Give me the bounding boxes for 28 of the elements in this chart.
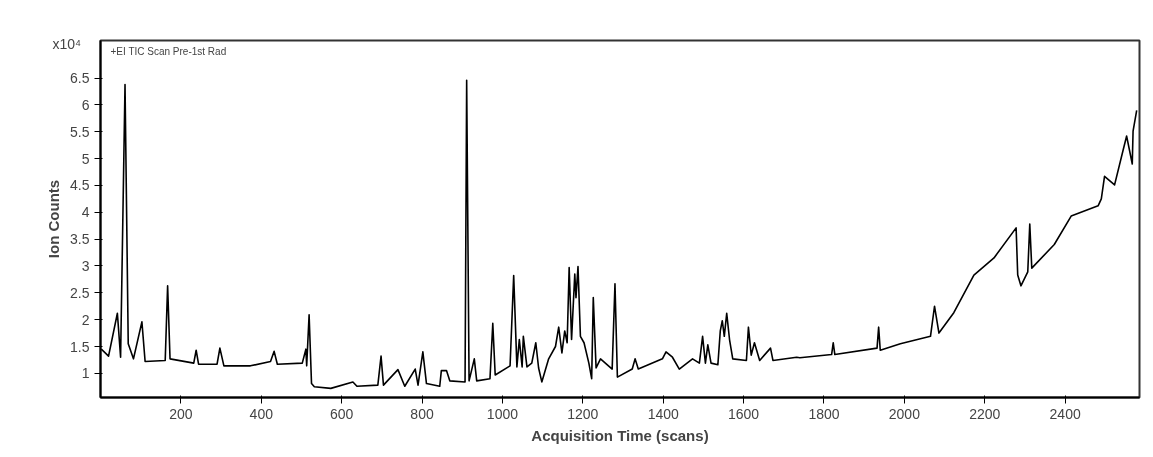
- text: x10⁴: [52, 35, 82, 52]
- x-tick-label: 200: [169, 405, 193, 422]
- y-tick-label: 5: [81, 150, 90, 167]
- x-tick-label: 1400: [647, 405, 679, 422]
- y-tick-label: 6: [81, 96, 90, 113]
- y-tick-label: 4: [81, 204, 90, 221]
- y-tick-label: 5.5: [70, 123, 90, 140]
- x-tick-label: 1200: [567, 405, 599, 422]
- y-tick-label: 3: [81, 257, 90, 274]
- y-tick-label: 1.5: [70, 338, 90, 355]
- x-tick-label: 1800: [808, 405, 840, 422]
- y-tick-label: 3.5: [70, 231, 90, 248]
- y-tick-label: 2: [81, 311, 90, 328]
- y-axis-title: Ion Counts: [45, 179, 63, 259]
- x-tick-label: 2200: [969, 405, 1001, 422]
- x-tick-label: 800: [410, 405, 434, 422]
- y-tick-label: 6.5: [70, 70, 90, 87]
- x-tick-label: 600: [329, 405, 354, 422]
- y-tick-label: 2.5: [70, 284, 90, 301]
- y-tick-label: 1: [81, 365, 90, 382]
- x-tick-label: 400: [249, 405, 274, 422]
- x-tick-label: 2400: [1049, 405, 1081, 422]
- x-tick-label: 2000: [888, 405, 921, 422]
- x-tick-label: 1000: [486, 405, 519, 422]
- y-tick-label: 4.5: [70, 177, 90, 194]
- x-axis-title: Acquisition Time (scans): [531, 426, 709, 444]
- text: +EI TIC Scan Pre-1st Rad: [110, 45, 227, 57]
- x-tick-label: 1600: [728, 405, 760, 422]
